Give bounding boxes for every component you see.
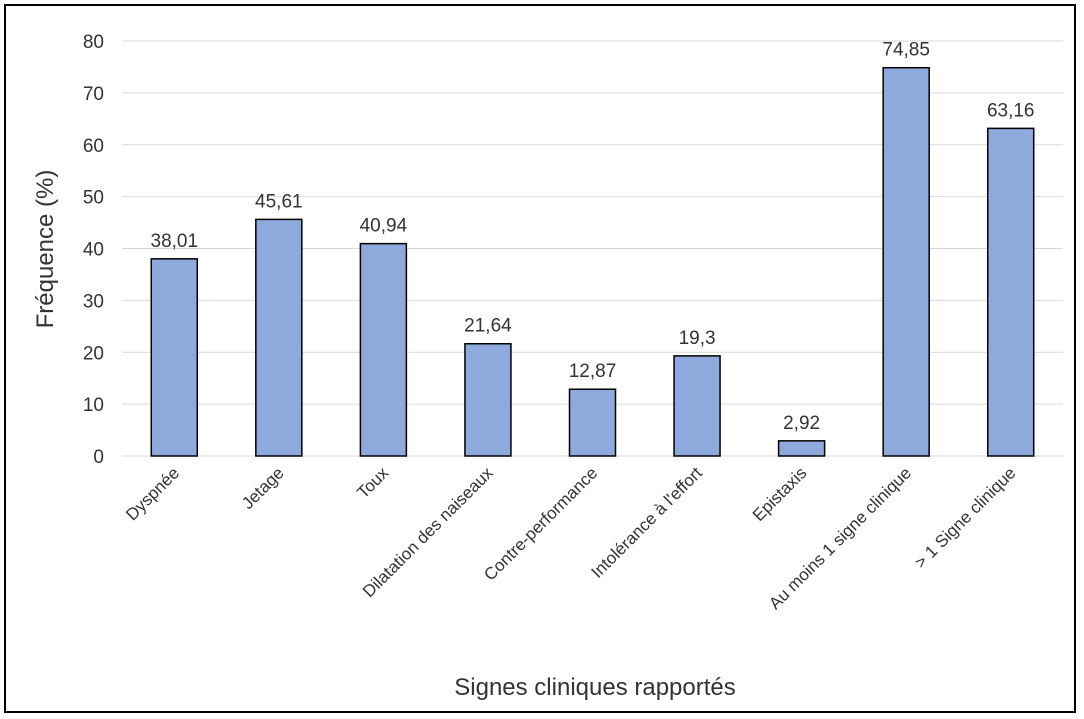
data-label: 2,92 xyxy=(783,413,820,434)
x-tick-label: Epistaxis xyxy=(749,463,811,525)
y-tick-label: 60 xyxy=(83,136,104,157)
data-label: 40,94 xyxy=(360,216,408,237)
data-labels: 38,01 45,61 40,94 21,64 12,87 19,3 2,92 74,85 63… xyxy=(151,40,1035,434)
bar xyxy=(359,242,408,457)
x-tick-label: Dyspnée xyxy=(122,463,183,524)
y-tick-label: 30 xyxy=(83,291,104,312)
y-tick-label: 40 xyxy=(83,240,104,261)
bar xyxy=(673,355,721,457)
bar xyxy=(777,440,826,457)
y-tick-label: 50 xyxy=(83,188,104,209)
y-tick-label: 10 xyxy=(83,395,104,416)
y-tick-label: 20 xyxy=(83,343,104,364)
bar xyxy=(150,258,199,457)
y-tick-label: 80 xyxy=(83,32,104,53)
data-label: 45,61 xyxy=(255,191,303,212)
x-tick-label: > 1 Signe clinique xyxy=(911,463,1020,572)
bar xyxy=(986,127,1035,457)
y-axis-title: Fréquence (%) xyxy=(32,170,59,329)
y-tick-label: 0 xyxy=(93,447,104,468)
x-tick-label: Jetage xyxy=(238,463,288,513)
data-label: 12,87 xyxy=(569,361,617,382)
x-axis-title: Signes cliniques rapportés xyxy=(454,674,736,701)
bar xyxy=(464,342,512,457)
data-label: 74,85 xyxy=(882,40,930,61)
y-tick-labels: 0 10 20 30 40 50 60 70 80 xyxy=(83,32,104,468)
bars xyxy=(150,66,1035,457)
y-tick-label: 70 xyxy=(83,84,104,105)
bar xyxy=(255,218,303,457)
data-label: 19,3 xyxy=(679,328,716,349)
data-label: 21,64 xyxy=(464,316,512,337)
bar xyxy=(882,66,930,457)
x-tick-label: Contre-performance xyxy=(480,463,601,584)
x-tick-label: Toux xyxy=(353,463,392,502)
bar xyxy=(568,388,617,457)
data-label: 63,16 xyxy=(987,100,1035,121)
x-tick-label: Intolérance à l'effort xyxy=(587,463,706,582)
data-label: 38,01 xyxy=(151,231,199,252)
